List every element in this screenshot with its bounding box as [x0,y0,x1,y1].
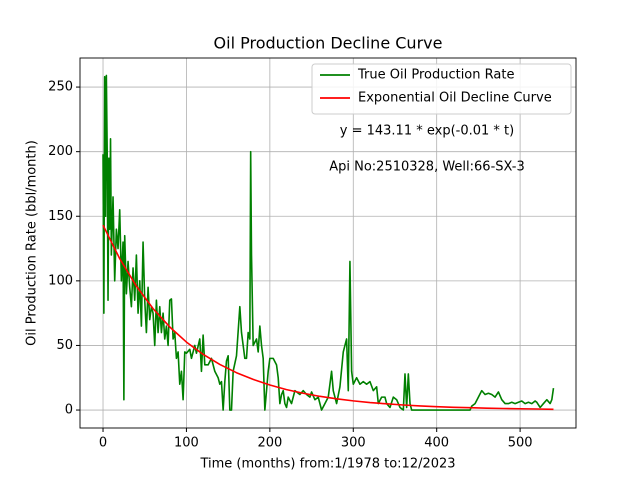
y-tick-label: 0 [65,403,73,418]
legend-label: Exponential Oil Decline Curve [358,91,552,106]
x-tick-label: 0 [99,436,107,451]
y-tick-label: 100 [48,273,73,288]
legend-label: True Oil Production Rate [357,68,514,83]
data-line [102,224,554,411]
x-tick-label: 300 [341,436,366,451]
x-tick-label: 100 [174,436,199,451]
x-tick-label: 500 [508,436,533,451]
y-tick-label: 250 [48,80,73,95]
x-tick-label: 200 [257,436,282,451]
legend-box [311,63,572,115]
annotation: Api No:2510328, Well:66-SX-3 [329,160,525,175]
y-tick-label: 50 [56,338,73,353]
y-tick-label: 150 [48,209,73,224]
x-tick-label: 400 [424,436,449,451]
plot-frame [79,57,577,429]
annotation: y = 143.11 * exp(-0.01 * t) [340,124,514,139]
data-line [102,74,555,411]
y-axis-label: Oil Production Rate (bbl/month) [25,140,40,346]
x-axis-label: Time (months) from:1/1978 to:12/2023 [199,457,455,472]
chart-title: Oil Production Decline Curve [214,34,443,53]
y-tick-label: 200 [48,144,73,159]
